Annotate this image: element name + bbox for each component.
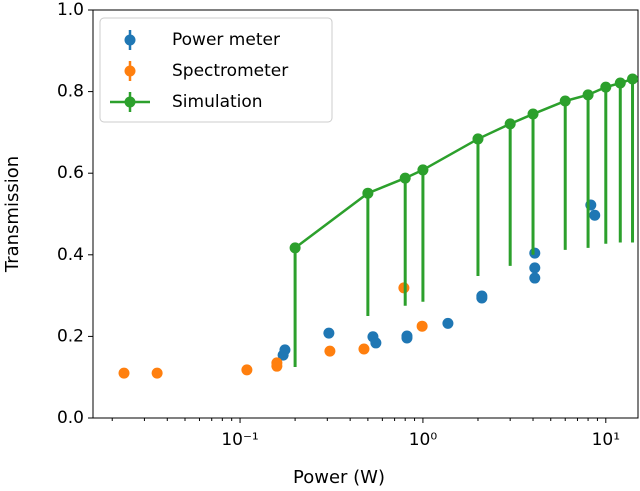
data-point: [323, 327, 335, 339]
data-point: [358, 343, 370, 355]
x-tick-label: 10⁰: [409, 430, 438, 450]
x-axis-label: Power (W): [293, 467, 385, 488]
data-point: [472, 133, 484, 145]
y-tick-label: 0.8: [57, 82, 84, 102]
y-tick-label: 0.0: [57, 408, 84, 428]
data-point: [582, 89, 594, 101]
data-point: [529, 247, 541, 259]
data-point: [442, 317, 454, 329]
y-axis-label: Transmission: [2, 156, 23, 273]
data-point: [399, 172, 411, 184]
data-point: [279, 344, 291, 356]
data-point: [529, 262, 541, 274]
x-tick-label: 10⁻¹: [221, 430, 258, 450]
data-point: [589, 209, 601, 221]
x-tick-label: 10¹: [592, 430, 620, 450]
legend-label: Power meter: [172, 30, 280, 50]
data-point: [529, 272, 541, 284]
legend-marker: [124, 65, 136, 77]
data-point: [600, 81, 612, 93]
data-point: [417, 164, 429, 176]
legend-label: Simulation: [172, 92, 263, 112]
data-point: [362, 187, 374, 199]
data-point: [151, 367, 163, 379]
data-point: [370, 337, 382, 349]
y-tick-label: 1.0: [57, 0, 84, 20]
y-tick-label: 0.6: [57, 163, 84, 183]
data-point: [476, 292, 488, 304]
data-point: [614, 77, 626, 89]
plot-frame: [92, 9, 639, 419]
data-point: [559, 95, 571, 107]
data-point: [118, 367, 130, 379]
data-point: [271, 360, 283, 372]
data-point: [289, 242, 301, 254]
y-tick-label: 0.4: [57, 245, 84, 265]
data-point: [324, 345, 336, 357]
legend-label: Spectrometer: [172, 61, 288, 81]
y-tick-label: 0.2: [57, 326, 84, 346]
legend-marker: [124, 34, 136, 46]
data-point: [416, 320, 428, 332]
legend-marker: [124, 96, 136, 108]
data-point: [504, 118, 516, 130]
legend-box: [99, 17, 333, 123]
data-point: [401, 330, 413, 342]
data-point: [627, 73, 639, 85]
data-point: [527, 108, 539, 120]
data-point: [241, 364, 253, 376]
series-line: [294, 77, 633, 249]
